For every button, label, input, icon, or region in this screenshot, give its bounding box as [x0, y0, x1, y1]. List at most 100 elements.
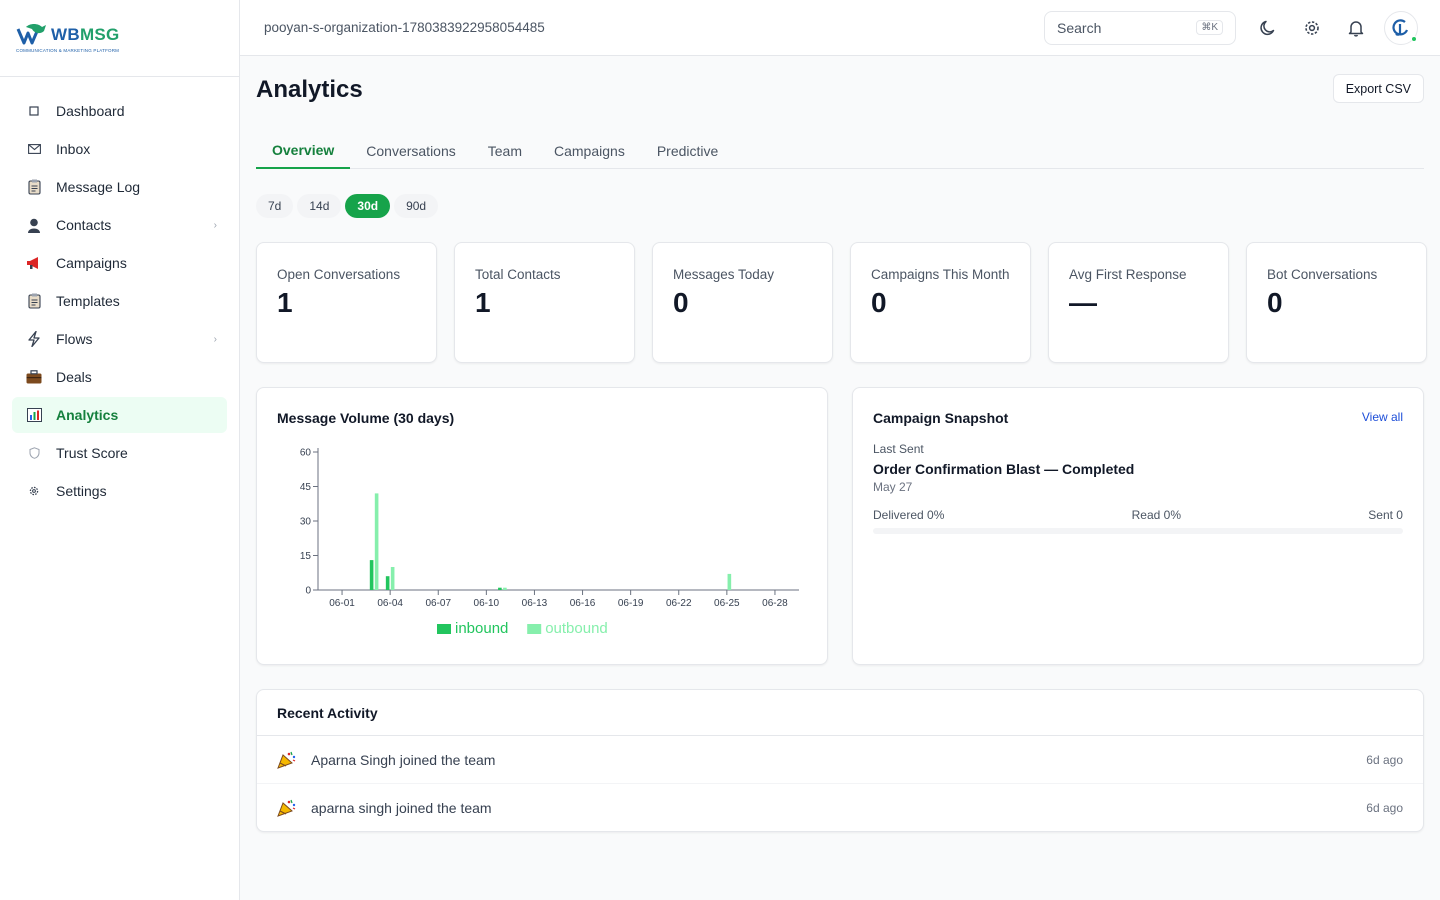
lightning-icon [26, 331, 42, 347]
x-tick-label: 06-07 [425, 598, 451, 609]
activity-item: aparna singh joined the team 6d ago [257, 784, 1423, 832]
tab-team[interactable]: Team [487, 142, 522, 159]
user-avatar[interactable] [1384, 10, 1418, 45]
legend-swatch-inbound [437, 624, 451, 634]
online-status-dot [1411, 35, 1417, 42]
brand-logo[interactable]: WBMSG COMMUNICATION & MARKETING PLATFORM [16, 23, 120, 53]
stat-label: Campaigns This Month [871, 267, 1010, 282]
recent-activity-card: Recent Activity Aparna Singh joined the … [256, 689, 1424, 832]
analytics-tabs: Overview Conversations Team Campaigns Pr… [256, 132, 1424, 169]
logo-area: WBMSG COMMUNICATION & MARKETING PLATFORM [0, 0, 239, 77]
sidebar-item-flows[interactable]: Flows › [12, 321, 227, 357]
recent-activity-title: Recent Activity [277, 704, 378, 721]
range-14d[interactable]: 14d [297, 194, 342, 218]
y-tick-label: 15 [300, 551, 312, 562]
stat-value: 0 [673, 287, 689, 318]
stat-card-messages-today: Messages Today 0 [652, 242, 833, 363]
message-volume-card: Message Volume (30 days) 0 15 30 45 60 06-01 0… [256, 387, 828, 665]
sidebar-item-trust-score[interactable]: Trust Score [12, 435, 227, 471]
y-tick-label: 0 [305, 586, 311, 597]
export-csv-button[interactable]: Export CSV [1332, 74, 1424, 103]
range-90d[interactable]: 90d [394, 194, 439, 218]
brand-tagline: COMMUNICATION & MARKETING PLATFORM [16, 48, 120, 53]
sidebar-item-label: Dashboard [56, 103, 125, 119]
sidebar-item-inbox[interactable]: Inbox [12, 131, 227, 167]
sidebar-item-contacts[interactable]: Contacts › [12, 207, 227, 243]
campaign-metrics: Delivered 0% Read 0% Sent 0 [873, 508, 1403, 522]
settings-button[interactable] [1296, 12, 1328, 44]
tab-conversations[interactable]: Conversations [366, 142, 456, 159]
sidebar-item-campaigns[interactable]: Campaigns [12, 245, 227, 281]
sidebar-item-label: Trust Score [56, 445, 128, 461]
moon-icon [1260, 20, 1275, 35]
range-30d[interactable]: 30d [345, 194, 391, 218]
tab-campaigns[interactable]: Campaigns [554, 142, 625, 159]
sent-metric: Sent 0 [1368, 508, 1403, 522]
sidebar-item-settings[interactable]: Settings [12, 473, 227, 509]
party-popper-icon [277, 751, 297, 769]
bar-outbound [374, 493, 379, 590]
last-sent-label: Last Sent [873, 442, 924, 456]
sidebar-item-dashboard[interactable]: Dashboard [12, 93, 227, 129]
date-range-selector: 7d 14d 30d 90d [256, 194, 439, 218]
view-all-link[interactable]: View all [1361, 410, 1403, 424]
delivered-metric: Delivered 0% [873, 508, 945, 522]
stat-label: Open Conversations [277, 267, 401, 282]
sidebar-item-label: Campaigns [56, 255, 127, 271]
sidebar-item-label: Analytics [56, 407, 119, 423]
search-input[interactable] [1057, 19, 1197, 36]
clipboard-icon [26, 179, 42, 195]
sidebar-item-message-log[interactable]: Message Log [12, 169, 227, 205]
x-tick-label: 06-16 [570, 598, 596, 609]
notifications-button[interactable] [1340, 12, 1372, 44]
tab-overview[interactable]: Overview [256, 132, 351, 169]
x-tick-label: 06-28 [762, 598, 788, 609]
sidebar-item-label: Message Log [56, 179, 141, 195]
sidebar-item-label: Templates [56, 293, 120, 309]
gear-icon [1305, 20, 1319, 35]
x-tick-label: 06-22 [666, 598, 692, 609]
sidebar-item-label: Flows [56, 331, 93, 347]
bell-icon [1348, 20, 1364, 37]
x-tick-label: 06-13 [522, 598, 548, 609]
x-tick-label: 06-04 [377, 598, 403, 609]
chevron-right-icon: › [213, 219, 217, 231]
stat-value: 0 [1267, 287, 1283, 318]
briefcase-icon [26, 369, 42, 385]
stat-label: Messages Today [673, 267, 775, 282]
top-header: pooyan-s-organization-178038392295805448… [240, 0, 1440, 56]
recent-activity-header: Recent Activity [257, 690, 1423, 736]
party-popper-icon [277, 799, 297, 817]
tab-predictive[interactable]: Predictive [656, 142, 719, 159]
stat-card-open-conversations: Open Conversations 1 [256, 242, 437, 363]
search-box[interactable]: ⌘K [1044, 10, 1236, 45]
bar-inbound [369, 560, 374, 590]
gear-icon [26, 483, 42, 499]
sidebar-item-label: Deals [56, 369, 92, 385]
logo-icon [16, 24, 46, 45]
campaign-progress-bar [873, 528, 1403, 534]
stat-label: Bot Conversations [1267, 267, 1378, 282]
sidebar-item-templates[interactable]: Templates [12, 283, 227, 319]
mail-icon [26, 141, 42, 157]
stat-value: — [1069, 287, 1097, 318]
stat-value: 0 [871, 287, 887, 318]
shield-icon [26, 445, 42, 461]
y-tick-label: 30 [300, 517, 312, 528]
stat-value: 1 [277, 287, 293, 318]
campaign-date: May 27 [873, 480, 913, 494]
bar-chart-icon [26, 407, 42, 423]
read-metric: Read 0% [1131, 508, 1182, 522]
sidebar-item-deals[interactable]: Deals [12, 359, 227, 395]
sidebar-item-analytics[interactable]: Analytics [12, 397, 227, 433]
range-7d[interactable]: 7d [256, 194, 294, 218]
search-shortcut: ⌘K [1196, 20, 1223, 35]
legend-swatch-outbound [527, 624, 542, 634]
message-volume-title: Message Volume (30 days) [277, 410, 455, 426]
x-tick-label: 06-10 [474, 598, 500, 609]
bar-outbound [727, 573, 732, 590]
square-icon [26, 103, 42, 119]
x-tick-label: 06-01 [329, 598, 355, 609]
dark-mode-button[interactable] [1252, 12, 1284, 44]
activity-item: Aparna Singh joined the team 6d ago [257, 736, 1423, 784]
